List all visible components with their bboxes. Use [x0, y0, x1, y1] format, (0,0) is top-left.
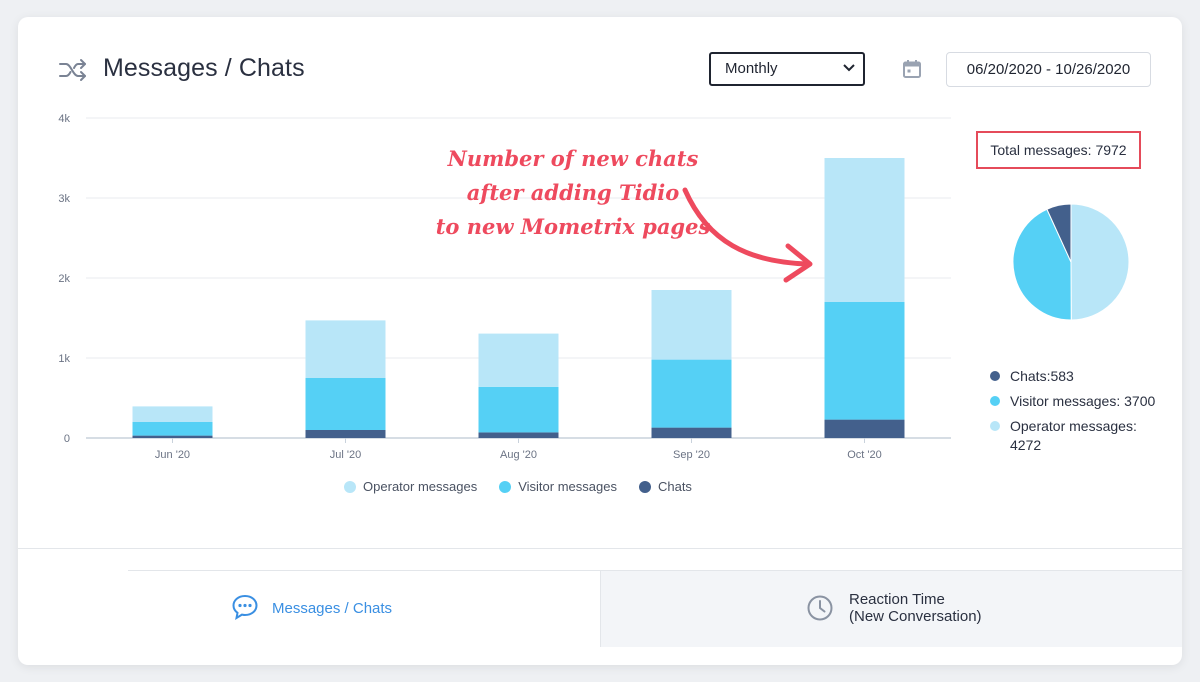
- messages-chats-card: Messages / Chats Monthly 06/20/2020 - 10…: [18, 17, 1182, 665]
- pie-slice: [1046, 203, 1072, 263]
- pie-slice: [1012, 208, 1072, 321]
- y-tick-label: 2k: [58, 273, 70, 285]
- legend-dot-chats: [638, 480, 651, 493]
- section-divider: [18, 548, 1182, 549]
- pie-legend-dot-operator: [990, 421, 1000, 431]
- pie-legend-label-operator: Operator messages: 4272: [1010, 418, 1137, 453]
- pie-legend-operator: Operator messages: 4272: [990, 417, 1170, 455]
- annotation-arrow-head: [783, 243, 813, 283]
- tab-reaction-time-line-1: Reaction Time: [849, 591, 945, 608]
- bar-segment: [651, 359, 732, 428]
- pie-legend-dot-chats: [990, 371, 1000, 381]
- stacked-bar-chart: 0 1k 2k 3k 4k Jun '20 Jul '20 Aug '20 Sep '20 Oct…: [58, 113, 1130, 461]
- bar-segment: [305, 320, 386, 378]
- tab-messages-chats[interactable]: Messages / Chats: [128, 570, 600, 647]
- tab-reaction-time-line-2: (New Conversation): [849, 608, 982, 625]
- annotation-line-2: after adding Tidio: [466, 180, 680, 205]
- legend-label-operator: Operator messages: [363, 479, 478, 494]
- page-title: Messages / Chats: [103, 54, 305, 82]
- period-select[interactable]: Monthly: [709, 52, 865, 86]
- pie-legend-dot-visitor: [990, 396, 1000, 406]
- bar-segment: [132, 422, 213, 436]
- annotation-line-3: to new Mometrix pages: [435, 214, 711, 239]
- bar-segment: [478, 386, 559, 433]
- bar-segment: [132, 435, 213, 438]
- y-tick-label: 1k: [58, 353, 70, 365]
- legend-item-chats[interactable]: Chats: [638, 479, 692, 494]
- tab-messages-chats-label: Messages / Chats: [272, 600, 393, 617]
- bar-segment: [305, 378, 386, 430]
- bar-segment: [651, 427, 732, 438]
- pie-legend: Chats:583 Visitor messages: 3700 Operato…: [990, 367, 1170, 461]
- pie-legend-chats: Chats:583: [990, 367, 1170, 386]
- pie-legend-visitor: Visitor messages: 3700: [990, 392, 1170, 411]
- pie-legend-label-chats: Chats:583: [1010, 368, 1074, 384]
- pie-chart: [1012, 203, 1130, 321]
- bar-segment: [824, 419, 905, 438]
- annotation-text: Number of new chats after adding Tidio t…: [433, 142, 713, 244]
- clock-icon: [807, 595, 833, 621]
- legend-dot-operator: [344, 480, 357, 493]
- bar-segment: [651, 290, 732, 360]
- tab-reaction-time-label: Reaction Time (New Conversation): [849, 591, 982, 625]
- y-tick-label: 4k: [58, 113, 70, 125]
- chat-bubble-icon: [232, 594, 258, 621]
- x-tick-label: Oct '20: [847, 449, 882, 461]
- x-tick-label: Jun '20: [155, 449, 190, 461]
- bar-segment: [305, 430, 386, 438]
- chevron-down-icon: [843, 64, 855, 72]
- bar-segment: [478, 432, 559, 438]
- calendar-icon[interactable]: [902, 59, 922, 79]
- x-tick-label: Aug '20: [500, 449, 537, 461]
- bar-segment: [824, 302, 905, 420]
- x-tick-label: Jul '20: [330, 449, 361, 461]
- x-tick-label: Sep '20: [673, 449, 710, 461]
- annotation-arrow: [682, 187, 811, 267]
- bar-segment: [478, 333, 559, 387]
- tab-bar: Messages / Chats Reaction Time (New Conv…: [18, 570, 1182, 665]
- shuffle-icon: [59, 59, 86, 81]
- pie-legend-label-visitor: Visitor messages: 3700: [1010, 393, 1156, 409]
- pie-slice: [1070, 203, 1130, 321]
- bar-segment: [824, 158, 905, 302]
- date-range-input[interactable]: 06/20/2020 - 10/26/2020: [946, 52, 1151, 87]
- legend-item-visitor[interactable]: Visitor messages: [499, 479, 617, 494]
- bar-segment: [132, 406, 213, 422]
- legend-label-chats: Chats: [657, 479, 692, 494]
- period-select-value: Monthly: [725, 60, 778, 77]
- total-messages-badge: Total messages: 7972: [976, 131, 1141, 169]
- y-tick-label: 0: [64, 433, 70, 445]
- legend-label-visitor: Visitor messages: [518, 479, 617, 494]
- y-tick-label: 3k: [58, 193, 70, 205]
- legend-dot-visitor: [499, 480, 512, 493]
- tab-reaction-time[interactable]: Reaction Time (New Conversation): [600, 570, 1182, 647]
- legend-item-operator[interactable]: Operator messages: [344, 479, 477, 494]
- chart-legend: Operator messages Visitor messages Chats: [328, 479, 708, 494]
- annotation-line-1: Number of new chats: [447, 146, 699, 171]
